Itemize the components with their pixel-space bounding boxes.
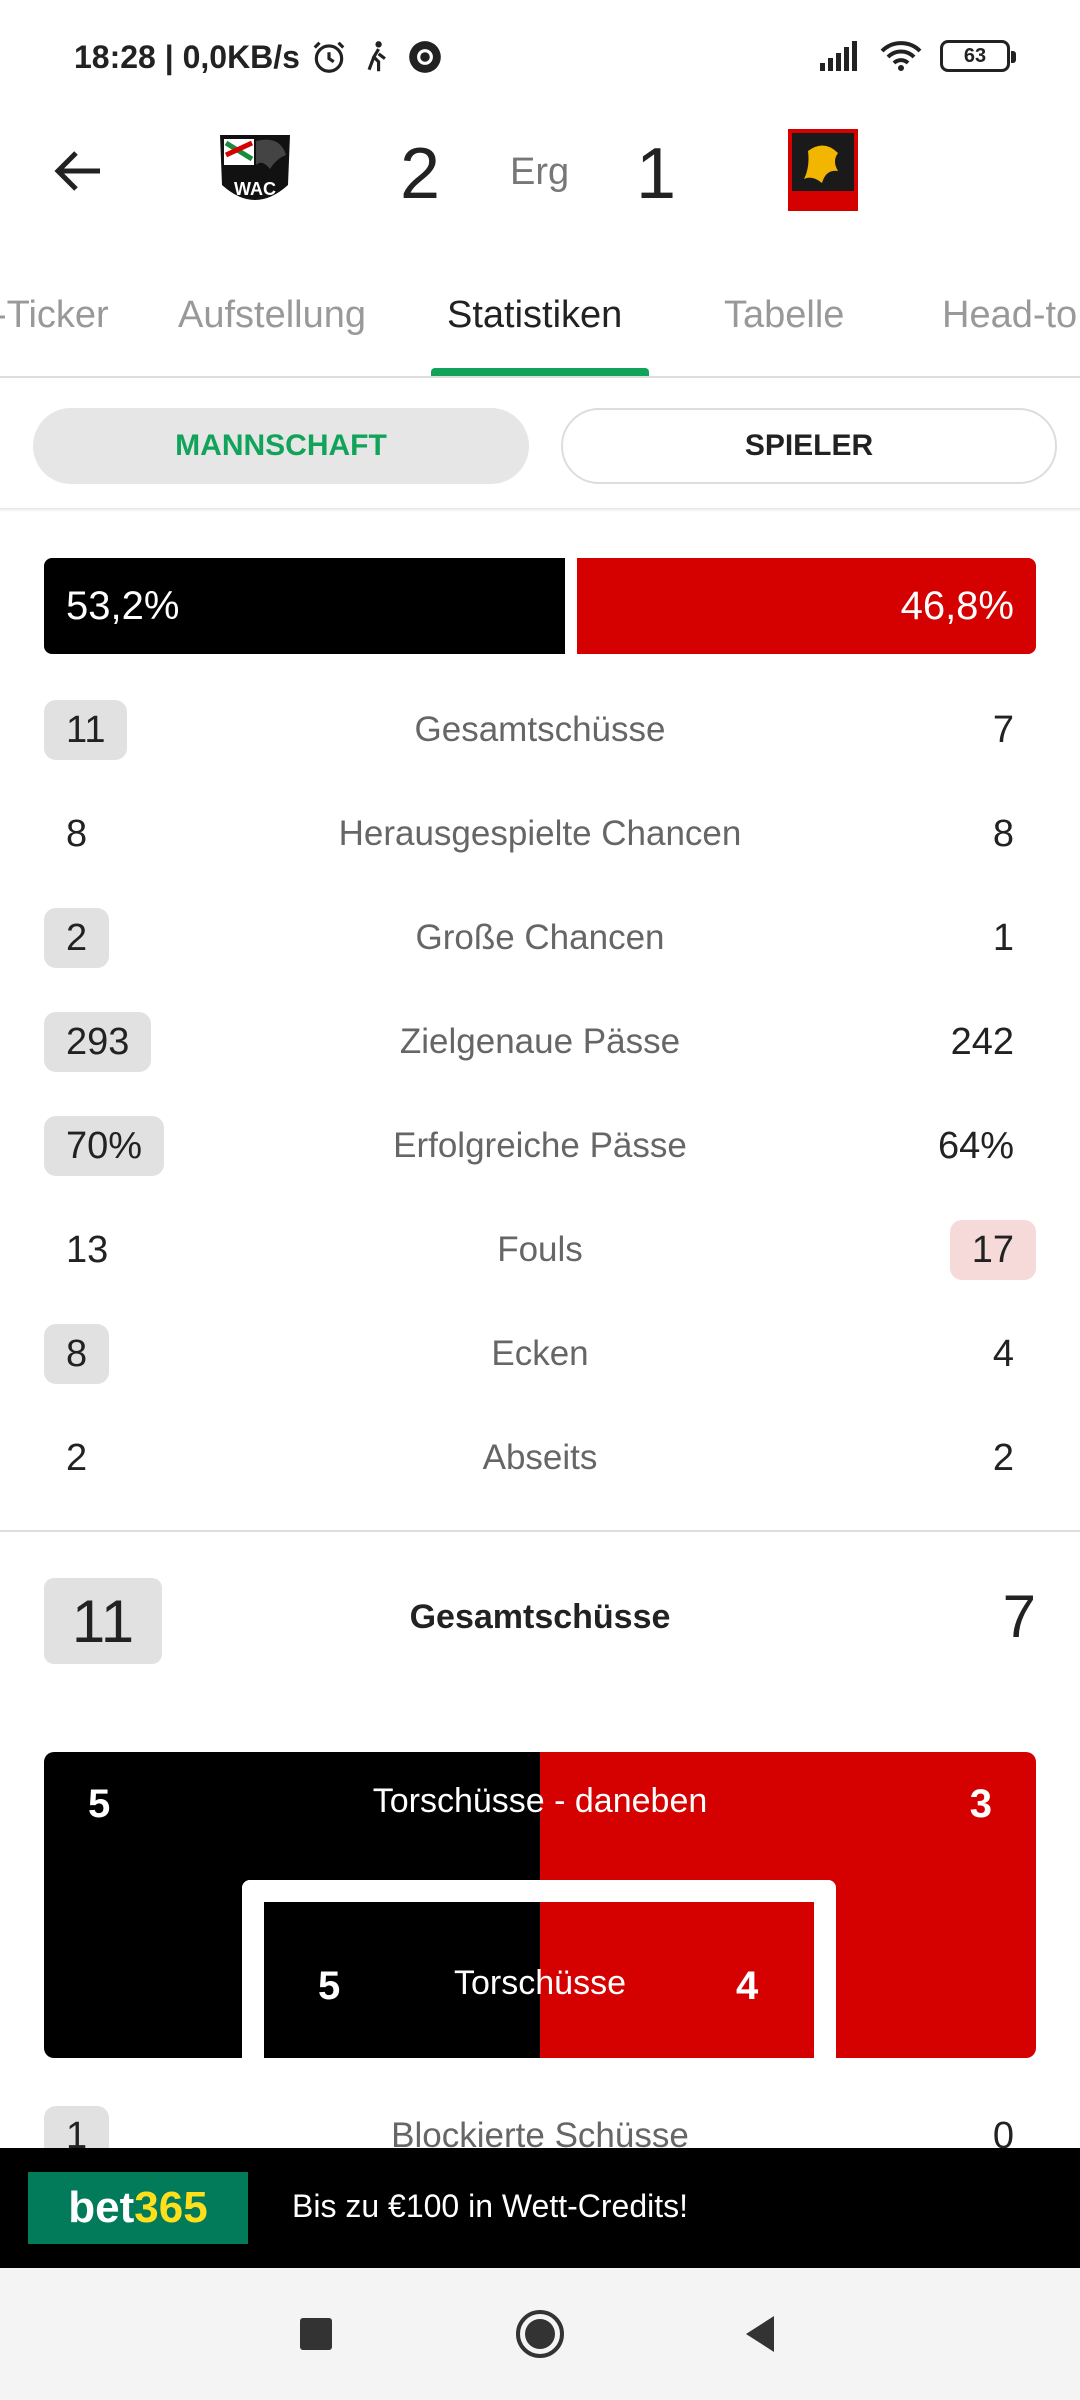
ad-brand-a: bet (68, 2183, 135, 2232)
stat-away-value: 4 (992, 1333, 1014, 1375)
ad-brand-b: 365 (134, 2183, 208, 2232)
stat-away-value: 1 (992, 917, 1014, 959)
section-shadow (0, 508, 1080, 512)
away-score: 1 (636, 134, 677, 214)
active-tab-indicator (431, 368, 649, 376)
stat-away-value: 8 (992, 813, 1014, 855)
ad-banner[interactable]: bet 365 Bis zu €100 in Wett-Credits! (0, 2148, 1080, 2268)
stat-home-value: 13 (66, 1229, 109, 1271)
blocked-home: 1 (44, 2106, 110, 2152)
admira-crest-icon[interactable] (778, 125, 868, 215)
status-left: 18:28 | 0,0KB/s (74, 38, 444, 76)
sync-icon (409, 41, 441, 73)
nav-back-icon[interactable] (734, 2308, 786, 2360)
walking-icon (367, 41, 386, 72)
stat-row: 70% Erfolgreiche Pässe 64% (0, 1106, 1080, 1210)
off-target-away: 3 (969, 1782, 992, 1826)
stat-home-value: 8 (66, 813, 88, 855)
off-target-label: Torschüsse - daneben (372, 1782, 708, 1820)
stat-away-value: 2 (992, 1437, 1014, 1479)
goal-away-half (540, 1902, 814, 2058)
ad-text[interactable]: Bis zu €100 in Wett-Credits! (292, 2188, 689, 2224)
team-player-toggle: MANNSCHAFT SPIELER (33, 408, 1057, 484)
tab-statistics[interactable]: Statistiken (447, 294, 623, 336)
stat-label: Abseits (482, 1438, 598, 1477)
battery-icon: 63 (940, 40, 1016, 72)
segment-player[interactable]: SPIELER (561, 408, 1057, 484)
stat-label: Zielgenaue Pässe (399, 1022, 681, 1061)
blocked-label: Blockierte Schüsse (391, 2116, 689, 2152)
possession-bar: 53,2% 46,8% (44, 558, 1036, 654)
match-status: Erg (510, 151, 570, 193)
on-target-home: 5 (318, 1964, 341, 2008)
tab-ticker[interactable]: -Ticker (0, 294, 109, 336)
stat-row: 2 Abseits 2 (0, 1418, 1080, 1522)
shots-title: Gesamtschüsse (409, 1598, 671, 1636)
status-right: 63 (820, 40, 1016, 72)
stat-away-value: 242 (950, 1021, 1014, 1063)
possession-home: 53,2% (44, 558, 565, 654)
stats-list: 11 Gesamtschüsse 7 8 Herausgespielte Cha… (0, 690, 1080, 1522)
stat-label: Gesamtschüsse (414, 710, 666, 749)
tab-head-to-head[interactable]: Head-to (942, 294, 1078, 336)
home-score: 2 (400, 134, 441, 214)
signal-icon (820, 41, 857, 71)
goal-home-half (264, 1902, 540, 2058)
on-target-label: Torschüsse (454, 1964, 626, 2002)
stat-label: Große Chancen (415, 918, 665, 957)
shot-map: Torschüsse - daneben 5 3 Torschüsse 5 4 (44, 1752, 1036, 2058)
stat-label: Fouls (497, 1230, 583, 1269)
tab-table[interactable]: Tabelle (724, 294, 845, 336)
stat-row: 13 Fouls 17 (0, 1210, 1080, 1314)
stat-home-value: 70% (44, 1116, 165, 1176)
off-target-home: 5 (88, 1782, 111, 1826)
possession-away: 46,8% (577, 558, 1036, 654)
battery-level: 63 (963, 44, 987, 67)
stat-row: 2 Große Chancen 1 (0, 898, 1080, 1002)
stat-row: 8 Ecken 4 (0, 1314, 1080, 1418)
match-header: WAC 2 Erg 1 (0, 115, 1080, 285)
stat-row: 11 Gesamtschüsse 7 (0, 690, 1080, 794)
wac-crest-icon[interactable]: WAC (210, 125, 300, 215)
blocked-away: 0 (992, 2115, 1014, 2152)
tab-lineup[interactable]: Aufstellung (178, 294, 367, 336)
on-target-away: 4 (736, 1964, 759, 2008)
home-icon[interactable] (514, 2308, 566, 2360)
shots-home-total: 11 (44, 1578, 162, 1664)
segment-team[interactable]: MANNSCHAFT (33, 408, 529, 484)
back-arrow-icon[interactable] (46, 139, 110, 203)
alarm-icon (313, 41, 345, 73)
bet365-logo[interactable]: bet 365 (28, 2172, 248, 2244)
stat-home-value: 2 (66, 1437, 88, 1479)
stat-home-value: 2 (44, 908, 110, 968)
section-divider (0, 1530, 1080, 1532)
svg-text:WAC: WAC (234, 179, 276, 199)
stat-home-value: 8 (44, 1324, 110, 1384)
blocked-shots-row: 1 Blockierte Schüsse 0 (0, 2102, 1080, 2152)
system-nav-bar (0, 2268, 1080, 2400)
stat-label: Erfolgreiche Pässe (393, 1126, 687, 1165)
tab-bar: -Ticker Aufstellung Statistiken Tabelle … (0, 280, 1080, 378)
recents-icon[interactable] (290, 2308, 342, 2360)
goal-frame (242, 1880, 836, 2058)
stat-away-value: 17 (949, 1220, 1036, 1280)
shots-header: 11 Gesamtschüsse 7 (0, 1578, 1080, 1664)
stat-away-value: 64% (937, 1125, 1014, 1167)
stat-label: Herausgespielte Chancen (338, 814, 742, 853)
stat-row: 293 Zielgenaue Pässe 242 (0, 1002, 1080, 1106)
stat-label: Ecken (491, 1334, 589, 1373)
stat-home-value: 11 (44, 700, 128, 760)
stat-away-value: 7 (992, 709, 1014, 751)
shots-away-total: 7 (1002, 1583, 1036, 1650)
wifi-icon (880, 41, 922, 71)
stat-home-value: 293 (44, 1012, 152, 1072)
status-time: 18:28 | 0,0KB/s (74, 38, 300, 75)
status-bar: 18:28 | 0,0KB/s 63 (0, 0, 1080, 115)
stat-row: 8 Herausgespielte Chancen 8 (0, 794, 1080, 898)
